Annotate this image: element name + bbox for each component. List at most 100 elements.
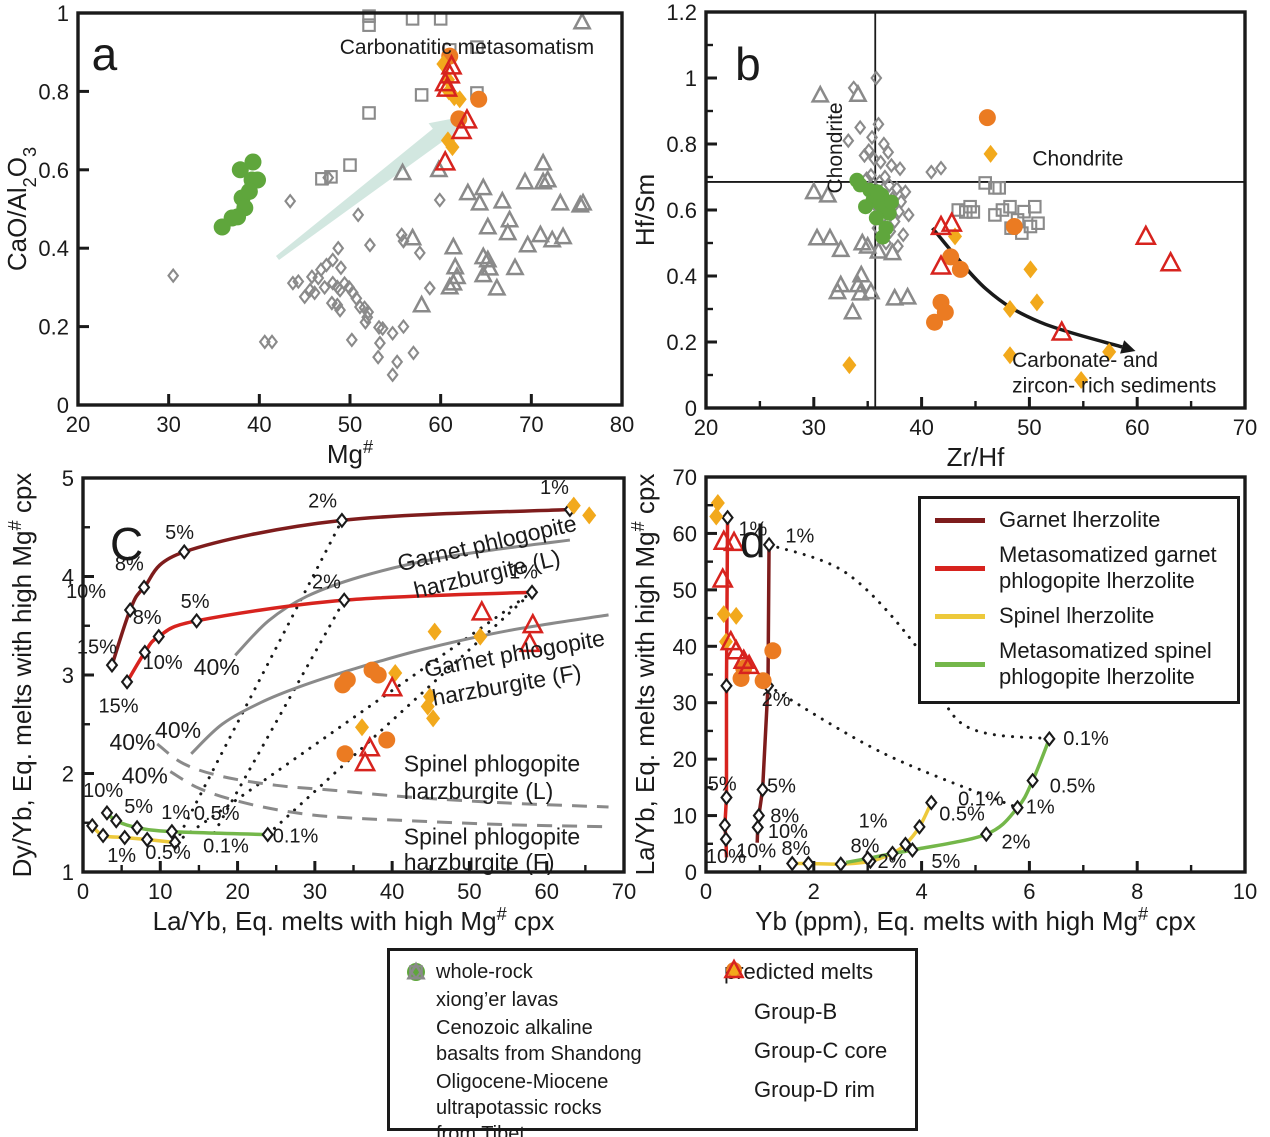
melt-percent-label: 15%	[77, 636, 117, 658]
tibet-rocks-point	[498, 222, 518, 241]
legend-item-label: Group-C core	[754, 1038, 888, 1063]
xionger-lavas-point	[868, 151, 881, 167]
curve-legend-item: Metasomatized spinel phlogopite lherzoli…	[935, 638, 1237, 690]
melt-fraction-vertex	[906, 841, 919, 859]
melt-percent-label: 0.5%	[939, 804, 985, 826]
b-x-tick-label: 60	[1125, 415, 1149, 440]
group-b-point	[942, 248, 960, 266]
xionger-lavas-point	[413, 245, 426, 261]
b-y-tick-label: 0.2	[666, 330, 697, 355]
xionger-lavas-point	[167, 267, 180, 284]
legend-circle-glyph	[407, 963, 425, 981]
xionger-lavas-point	[334, 302, 347, 318]
a-series-shandong-basalts	[315, 9, 484, 186]
c-annotation: harzburgite (F)	[404, 849, 555, 875]
tibet-rocks-point	[443, 272, 464, 291]
group-d-point	[521, 612, 544, 634]
tibet-rocks-point	[518, 234, 538, 253]
xionger-lavas-point	[902, 207, 915, 223]
b-x-tick-label: 40	[909, 415, 933, 440]
xionger-lavas-point	[423, 280, 436, 296]
group-d-point	[450, 118, 473, 140]
b-y-axis-title: Hf/Sm	[630, 174, 660, 246]
melt-percent-label: 5%	[181, 591, 210, 613]
curve-legend-item: Garnet lherzolite	[935, 507, 1237, 533]
group-b-point	[951, 260, 969, 278]
xionger-lavas-point	[891, 238, 904, 255]
melt-fraction-vertex	[913, 818, 926, 835]
whole-rock-point	[240, 182, 258, 200]
curve-spinel-phl-harzburgite-L	[156, 742, 609, 809]
shandong-basalts-point	[414, 88, 429, 102]
group-b-point	[978, 109, 996, 127]
tibet-rocks-point	[850, 282, 870, 301]
tibet-rocks-point	[392, 162, 413, 181]
shandong-basalts-point	[992, 181, 1007, 195]
xionger-lavas-point	[858, 147, 871, 164]
xionger-lavas-point	[373, 335, 386, 351]
melt-fraction-vertex	[886, 845, 899, 862]
c-annotation: Spinel phlogopite	[404, 823, 580, 849]
d-y-tick-label: 40	[673, 634, 697, 659]
d-annotation: d	[740, 515, 766, 567]
a-annotation: Carbonatitic metasomatism	[340, 36, 594, 59]
melt-percent-label: 10%	[83, 780, 123, 802]
xionger-lavas-point	[386, 367, 399, 383]
melt-percent-label: 5%	[767, 775, 796, 797]
legend-triangle-glyph	[406, 961, 426, 980]
group-c-point	[709, 507, 724, 526]
a-x-tick-label: 70	[519, 412, 543, 437]
melt-fraction-vertex	[109, 812, 123, 829]
tibet-rocks-point	[492, 190, 513, 209]
melt-fraction-vertex	[335, 512, 349, 529]
xionger-lavas-point	[372, 349, 385, 365]
group-c-point	[427, 622, 442, 641]
c-annotation: 40%	[194, 654, 240, 680]
group-c-point	[582, 506, 597, 525]
shandong-basalts-point	[1031, 216, 1045, 230]
c-tie-dotted-line	[266, 590, 534, 837]
melt-fraction-vertex	[165, 823, 179, 840]
melt-fraction-vertex	[719, 831, 733, 848]
group-c-point	[452, 90, 467, 109]
tibet-rocks-point	[411, 294, 432, 313]
c-series-group-b	[334, 661, 396, 763]
tibet-rocks-point	[402, 227, 423, 246]
group-c-point	[1023, 260, 1038, 279]
melt-fraction-vertex	[925, 794, 938, 811]
shandong-basalts-point	[1028, 199, 1042, 214]
xionger-lavas-point	[433, 192, 446, 208]
group-c-point	[420, 697, 435, 716]
b-series-group-d	[929, 211, 1182, 341]
b-y-tick-label: 0.6	[666, 198, 697, 223]
c-y-tick-label: 1	[62, 860, 74, 885]
tibet-rocks-point	[810, 84, 830, 103]
tibet-rocks-point	[882, 242, 903, 261]
tibet-rocks-point	[831, 238, 851, 258]
tibet-rocks-point	[818, 184, 838, 203]
c-annotation: C	[110, 518, 143, 570]
tibet-rocks-point	[515, 171, 535, 190]
shandong-basalts-point	[343, 158, 357, 172]
shandong-basalts-point	[324, 170, 338, 184]
curve-garnet-phl-harzburgite-L	[234, 538, 571, 657]
group-b-point	[926, 313, 944, 331]
group-c-point	[729, 606, 744, 625]
melt-percent-label: 0.1%	[273, 825, 319, 847]
xionger-lavas-point	[866, 129, 879, 146]
melt-percent-label: 0.5%	[1050, 775, 1096, 797]
tibet-rocks-point	[505, 257, 525, 276]
a-annotation: a	[92, 28, 118, 80]
legend-left-column: whole-rock xiong’er lavas Cenozoic alkalin…	[402, 959, 692, 1137]
melt-percent-label: 5%	[165, 522, 194, 544]
whole-rock-point	[881, 205, 897, 221]
melt-fraction-vertex	[751, 819, 764, 836]
xionger-lavas-point	[883, 177, 896, 193]
xionger-lavas-point	[326, 275, 339, 291]
melt-fraction-vertex	[123, 601, 137, 618]
group-b-point	[336, 745, 354, 763]
group-d-point	[455, 107, 479, 129]
d-y-tick-label: 0	[685, 860, 697, 885]
a-series-group-d	[434, 53, 479, 171]
